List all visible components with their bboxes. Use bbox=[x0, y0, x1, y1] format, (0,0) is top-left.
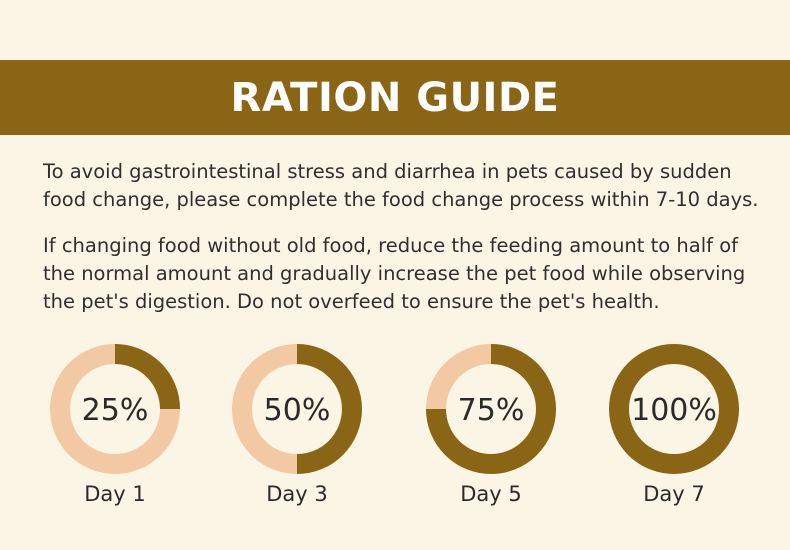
ration-ring-day-1: 25% Day 1 bbox=[50, 344, 180, 506]
ration-ring-chart: 75% bbox=[426, 344, 556, 474]
day-label: Day 1 bbox=[84, 482, 146, 506]
percent-label: 25% bbox=[82, 393, 149, 428]
new-food-arc bbox=[296, 344, 362, 474]
old-food-ring bbox=[609, 344, 739, 474]
title-banner: RATION GUIDE bbox=[0, 60, 790, 135]
percent-label: 50% bbox=[264, 393, 331, 428]
feeding-advice-paragraph: If changing food without old food, reduc… bbox=[43, 234, 746, 313]
ration-ring-day-5: 75% Day 5 bbox=[426, 344, 556, 506]
percent-label: 75% bbox=[458, 393, 525, 428]
ration-ring-chart: 25% bbox=[50, 344, 180, 474]
new-food-arc bbox=[426, 344, 556, 474]
percent-label: 100% bbox=[631, 393, 717, 428]
ration-ring-chart: 50% bbox=[232, 344, 362, 474]
day-label: Day 5 bbox=[460, 482, 522, 506]
intro-paragraph: To avoid gastrointestinal stress and dia… bbox=[43, 160, 759, 211]
day-label: Day 7 bbox=[643, 482, 705, 506]
day-label: Day 3 bbox=[266, 482, 328, 506]
ration-ring-day-7: 100% Day 7 bbox=[609, 344, 739, 506]
page-title: RATION GUIDE bbox=[230, 74, 560, 121]
ration-ring-day-3: 50% Day 3 bbox=[232, 344, 362, 506]
new-food-arc bbox=[114, 344, 180, 410]
ration-ring-chart: 100% bbox=[609, 344, 739, 474]
